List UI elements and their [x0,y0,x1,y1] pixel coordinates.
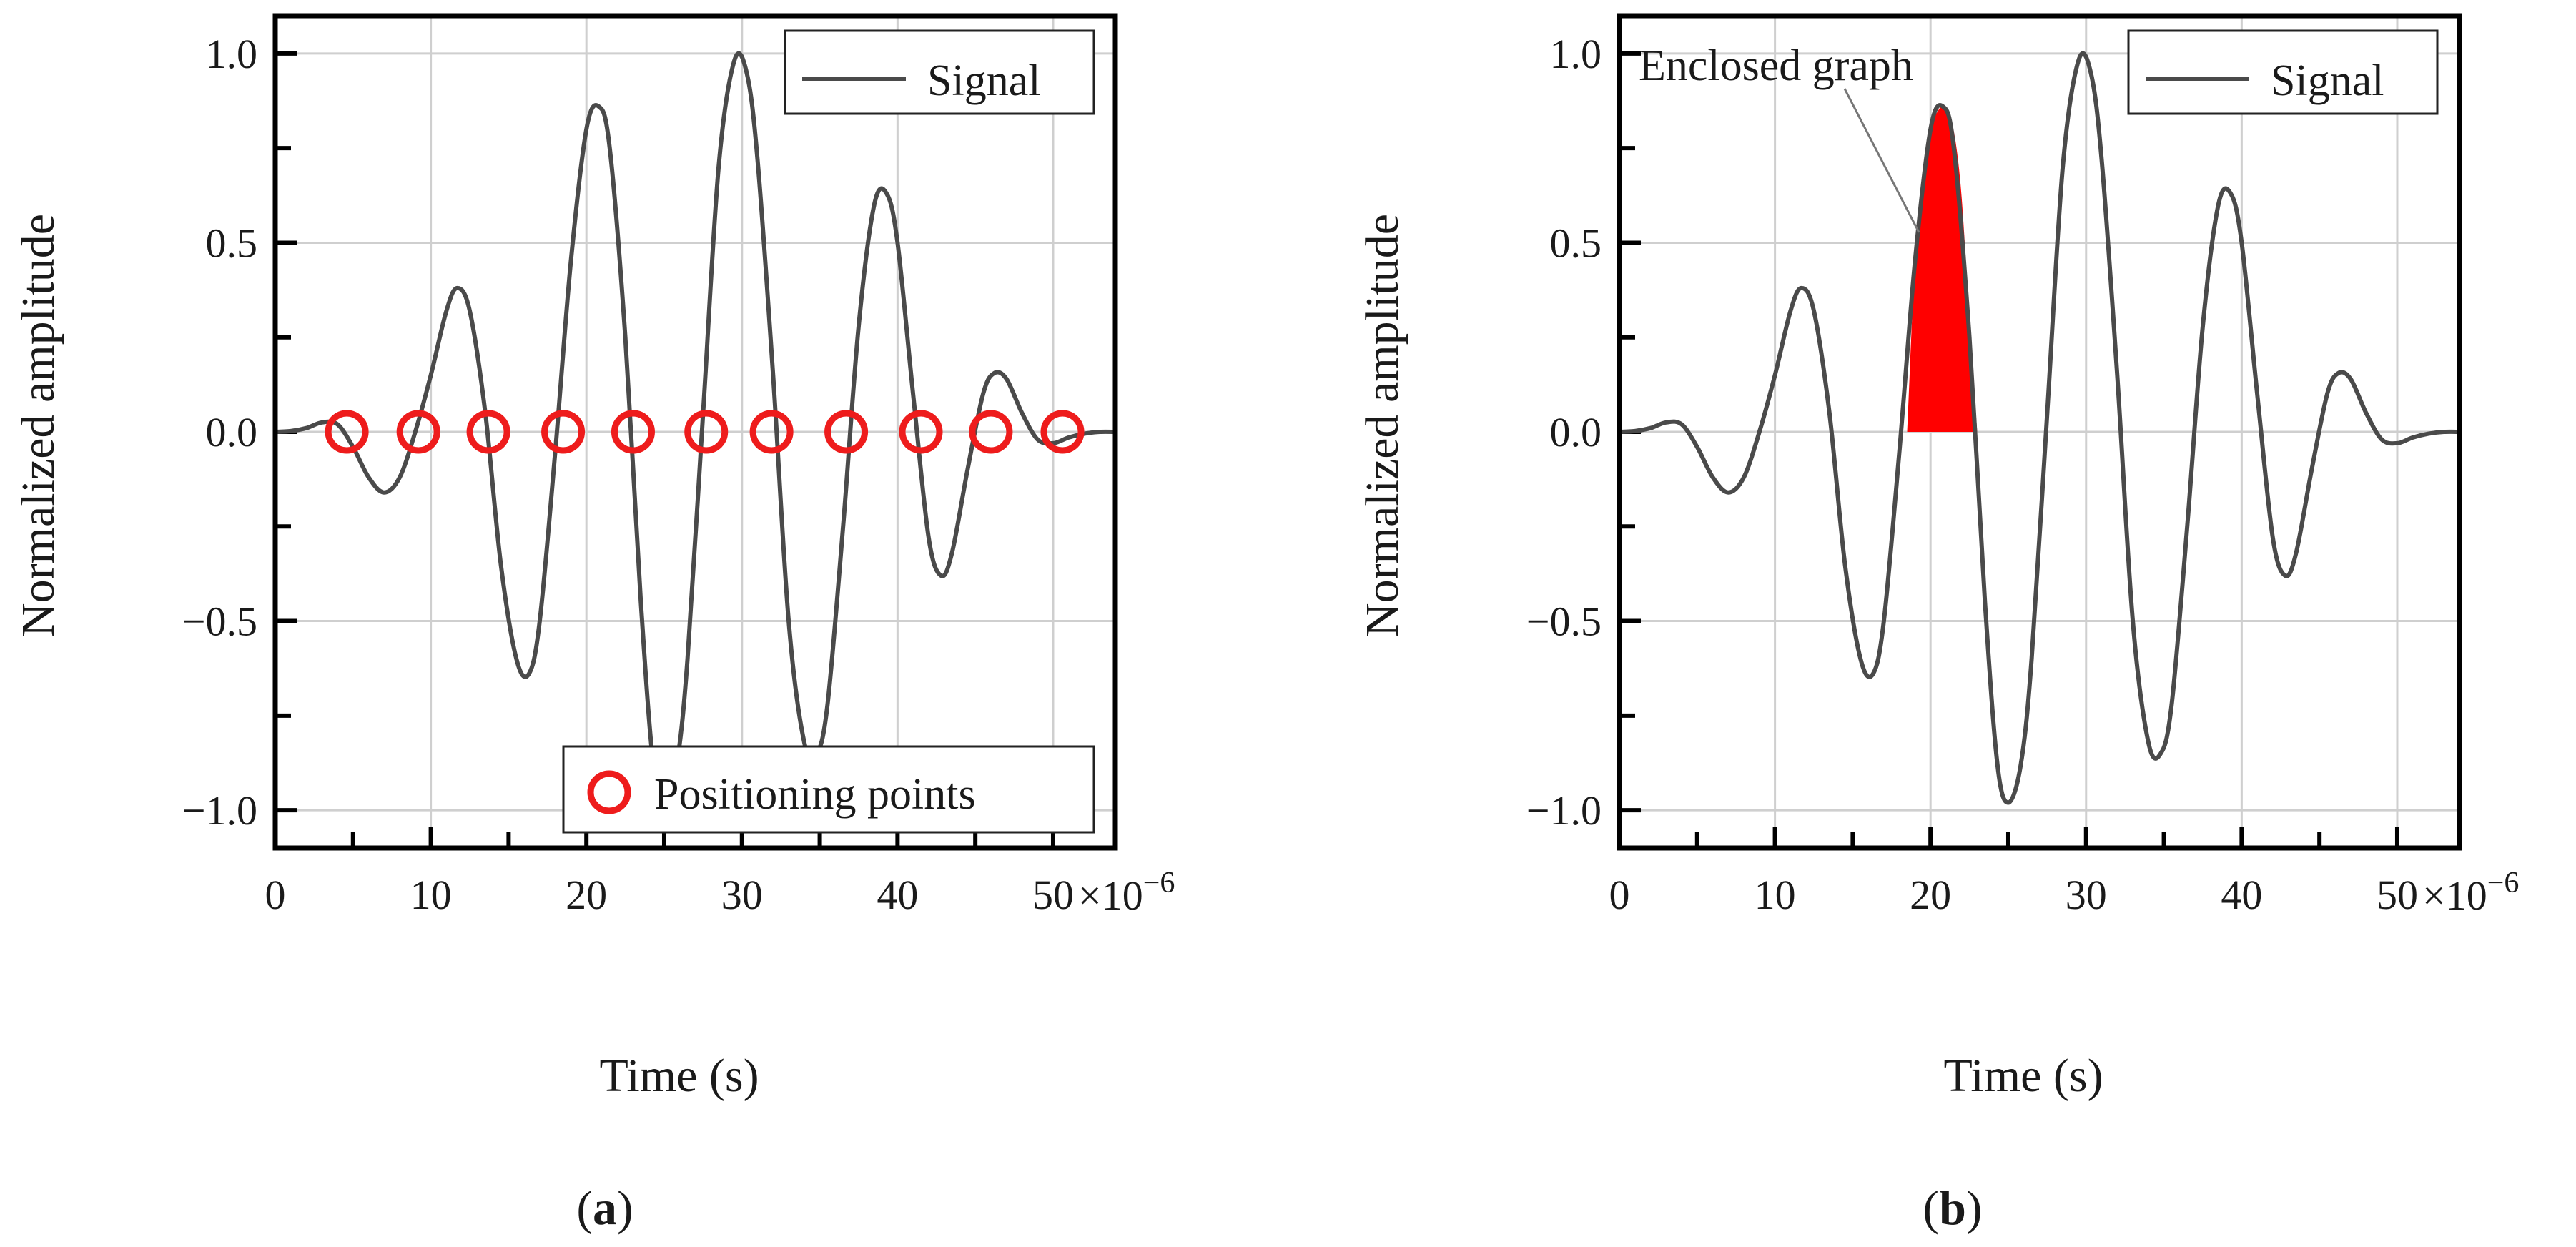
positioning-point [749,410,794,454]
x-axis-multiplier: ×10−6 [1078,867,1175,919]
y-tick-label: 1.0 [206,31,258,77]
x-tick-label: 0 [1609,872,1630,918]
positioning-point [684,410,729,454]
positioning-point [541,410,586,454]
positioning-point [611,410,655,454]
y-tick-labels: −1.0 −0.5 0.0 0.5 1.0 [182,31,257,834]
x-tick-label: 50 [1032,872,1074,918]
panel-b: 0 10 20 30 40 50 −1.0 −0.5 0.0 0.5 1.0 Signal Enc… [1356,13,2519,1235]
positioning-points [325,410,1085,454]
x-axis-multiplier: ×10−6 [2422,867,2519,919]
x-tick-label: 50 [2377,872,2418,918]
x-tick-label: 20 [566,872,607,918]
y-tick-label: 0.5 [1550,220,1602,266]
positioning-point [969,410,1013,454]
signal-line [1617,51,2462,805]
legend-label: Signal [2271,56,2384,105]
y-tick-labels: −1.0 −0.5 0.0 0.5 1.0 [1526,31,1602,834]
y-tick-label: 1.0 [1550,31,1602,77]
y-tick-label: −1.0 [1526,787,1602,834]
x-tick-labels: 0 10 20 30 40 50 [1609,872,2418,918]
annotation-leader-line [1843,88,1920,233]
annotation-label: Enclosed graph [1639,41,1913,90]
x-tick-label: 30 [2066,872,2107,918]
y-tick-label: 0.0 [206,409,258,455]
positioning-point [325,410,369,454]
y-tick-label: 0.5 [206,220,258,266]
minor-ticks [273,51,1055,848]
x-tick-label: 40 [877,872,918,918]
grid [274,16,1115,848]
panel-label-b: (b) [1923,1181,1982,1235]
x-tick-label: 30 [721,872,763,918]
positioning-point [396,410,440,454]
minor-ticks [1617,51,2399,848]
positioning-point [466,410,510,454]
x-tick-label: 20 [1910,872,1951,918]
plot-frame [272,13,1118,851]
y-tick-label: −0.5 [182,598,257,645]
x-axis-label: Time (s) [599,1050,759,1102]
x-tick-label: 40 [2221,872,2262,918]
legend-signal: Signal [784,29,1095,115]
y-tick-label: −0.5 [1526,598,1602,645]
grid [1618,16,2459,848]
x-tick-label: 10 [410,872,452,918]
x-tick-labels: 0 10 20 30 40 50 [265,872,1074,918]
legend-circle-marker [587,770,631,814]
y-tick-label: 0.0 [1550,409,1602,455]
y-axis-label: Normalized amplitude [12,214,64,637]
y-axis-label: Normalized amplitude [1356,214,1408,637]
x-tick-label: 10 [1755,872,1796,918]
legend-box [784,29,1095,115]
legend-box [562,745,1095,834]
panel-a: 0 10 20 30 40 50 −1.0 −0.5 0.0 0.5 1.0 Signal Pos… [12,13,1175,1235]
x-axis-label: Time (s) [1943,1050,2103,1102]
x-tick-label: 0 [265,872,286,918]
enclosed-graph-annotation: Enclosed graph [1639,41,1920,233]
positioning-point [899,410,943,454]
legend-positioning-points: Positioning points [562,745,1095,834]
y-tick-label: −1.0 [182,787,257,834]
legend-signal: Signal [2127,29,2439,115]
panel-label-a: (a) [576,1181,633,1235]
enclosed-graph-fill [1907,106,1978,432]
plot-frame [1617,13,2462,851]
legend-label: Signal [927,56,1040,105]
legend-box [2127,29,2439,115]
positioning-point [1040,410,1085,454]
positioning-point [824,410,869,454]
legend-label: Positioning points [654,770,976,819]
signal-line [273,51,1117,805]
